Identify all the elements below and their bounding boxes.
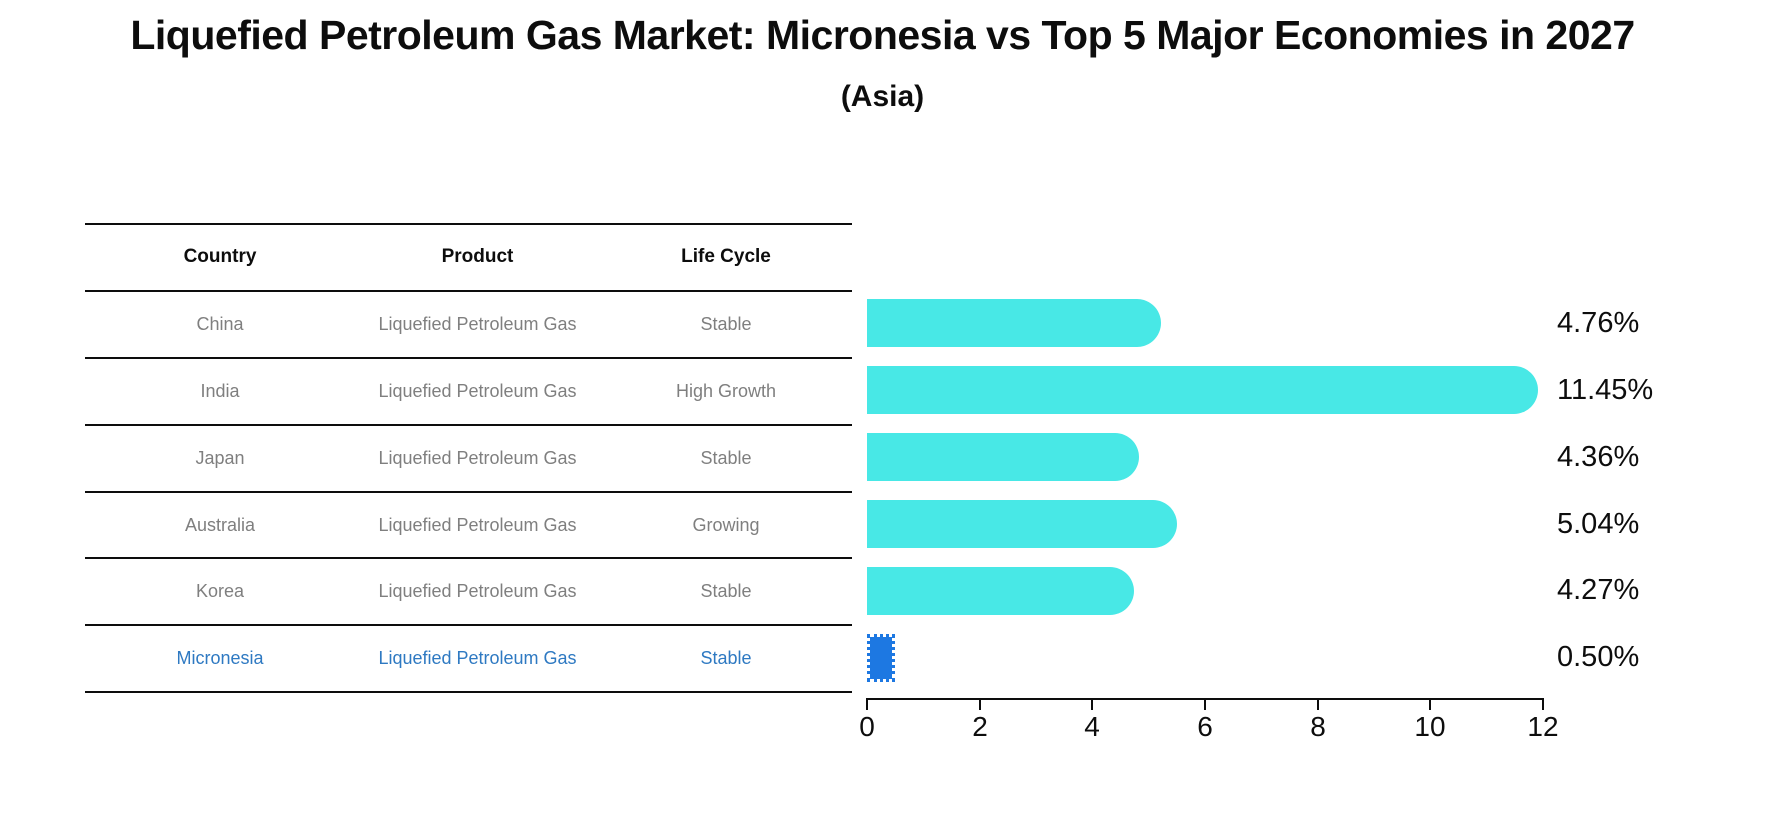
cell-product: Liquefied Petroleum Gas (378, 648, 577, 669)
value-label-micronesia: 0.50% (1557, 641, 1640, 674)
x-axis-tick (979, 698, 981, 710)
bar-row (867, 357, 1545, 424)
value-label-korea: 4.27% (1557, 574, 1640, 607)
cell-product: Liquefied Petroleum Gas (378, 514, 577, 535)
bar-japan (867, 433, 1139, 482)
bar-australia (867, 500, 1177, 548)
table-header-row: Country Product Life Cycle (85, 223, 852, 290)
bar-row (867, 290, 1545, 357)
chart-title: Liquefied Petroleum Gas Market: Micrones… (130, 12, 1635, 58)
value-label-japan: 4.36% (1557, 440, 1640, 473)
bar-row (867, 557, 1545, 624)
table-row-korea: Korea Liquefied Petroleum Gas Stable (85, 557, 852, 624)
value-label-australia: 5.04% (1557, 507, 1640, 540)
cell-product: Liquefied Petroleum Gas (378, 380, 577, 401)
cell-country: Korea (195, 581, 245, 602)
x-axis-tick (1317, 698, 1319, 710)
value-label-india: 11.45% (1557, 373, 1654, 406)
chart-subtitle: (Asia) (840, 80, 925, 113)
cell-country: India (200, 380, 240, 401)
cell-life-cycle: Stable (700, 648, 752, 669)
bar-row (867, 624, 1545, 691)
cell-country: Australia (184, 514, 256, 535)
bar-micronesia (867, 633, 896, 682)
table-row-india: India Liquefied Petroleum Gas High Growt… (85, 356, 852, 424)
column-header-life-cycle: Life Cycle (681, 246, 771, 268)
x-axis-tick-label: 8 (1310, 711, 1326, 742)
x-axis-tick (1091, 698, 1093, 710)
x-axis-tick (1204, 698, 1206, 710)
cell-country: China (196, 313, 244, 334)
summary-table: Country Product Life Cycle China Liquefi… (85, 223, 852, 694)
column-header-product: Product (441, 246, 514, 268)
x-axis-tick (1429, 698, 1431, 710)
cell-life-cycle: Stable (700, 581, 752, 602)
bar-row (867, 491, 1545, 558)
x-axis-tick-label: 12 (1527, 711, 1559, 742)
bar-china (867, 299, 1162, 348)
x-axis-tick-label: 10 (1414, 711, 1446, 742)
table-row-japan: Japan Liquefied Petroleum Gas Stable (85, 423, 852, 491)
table-row-china: China Liquefied Petroleum Gas Stable (85, 289, 852, 357)
x-axis-tick-label: 4 (1084, 711, 1100, 742)
x-axis-tick-label: 2 (972, 711, 988, 742)
x-axis-tick (866, 698, 868, 710)
value-label-column: 4.76% 11.45% 4.36% 5.04% 4.27% 0.50% (1557, 290, 1757, 692)
cell-life-cycle: Growing (692, 514, 760, 535)
bar-india (867, 366, 1539, 415)
bar-korea (867, 566, 1134, 615)
table-row-micronesia: Micronesia Liquefied Petroleum Gas Stabl… (85, 624, 852, 694)
x-axis-tick-label: 0 (859, 711, 875, 742)
bar-row (867, 424, 1545, 491)
cell-product: Liquefied Petroleum Gas (378, 313, 577, 334)
cell-life-cycle: High Growth (675, 380, 777, 401)
cell-life-cycle: Stable (700, 447, 752, 468)
x-axis-tick-label: 6 (1197, 711, 1213, 742)
cell-life-cycle: Stable (700, 313, 752, 334)
cell-country: Japan (195, 447, 245, 468)
x-axis-tick (1542, 698, 1544, 710)
cell-product: Liquefied Petroleum Gas (378, 447, 577, 468)
cell-country: Micronesia (176, 648, 264, 669)
column-header-country: Country (183, 246, 257, 268)
value-label-china: 4.76% (1557, 306, 1640, 339)
cell-product: Liquefied Petroleum Gas (378, 581, 577, 602)
table-row-australia: Australia Liquefied Petroleum Gas Growin… (85, 490, 852, 558)
bar-chart (867, 290, 1545, 692)
